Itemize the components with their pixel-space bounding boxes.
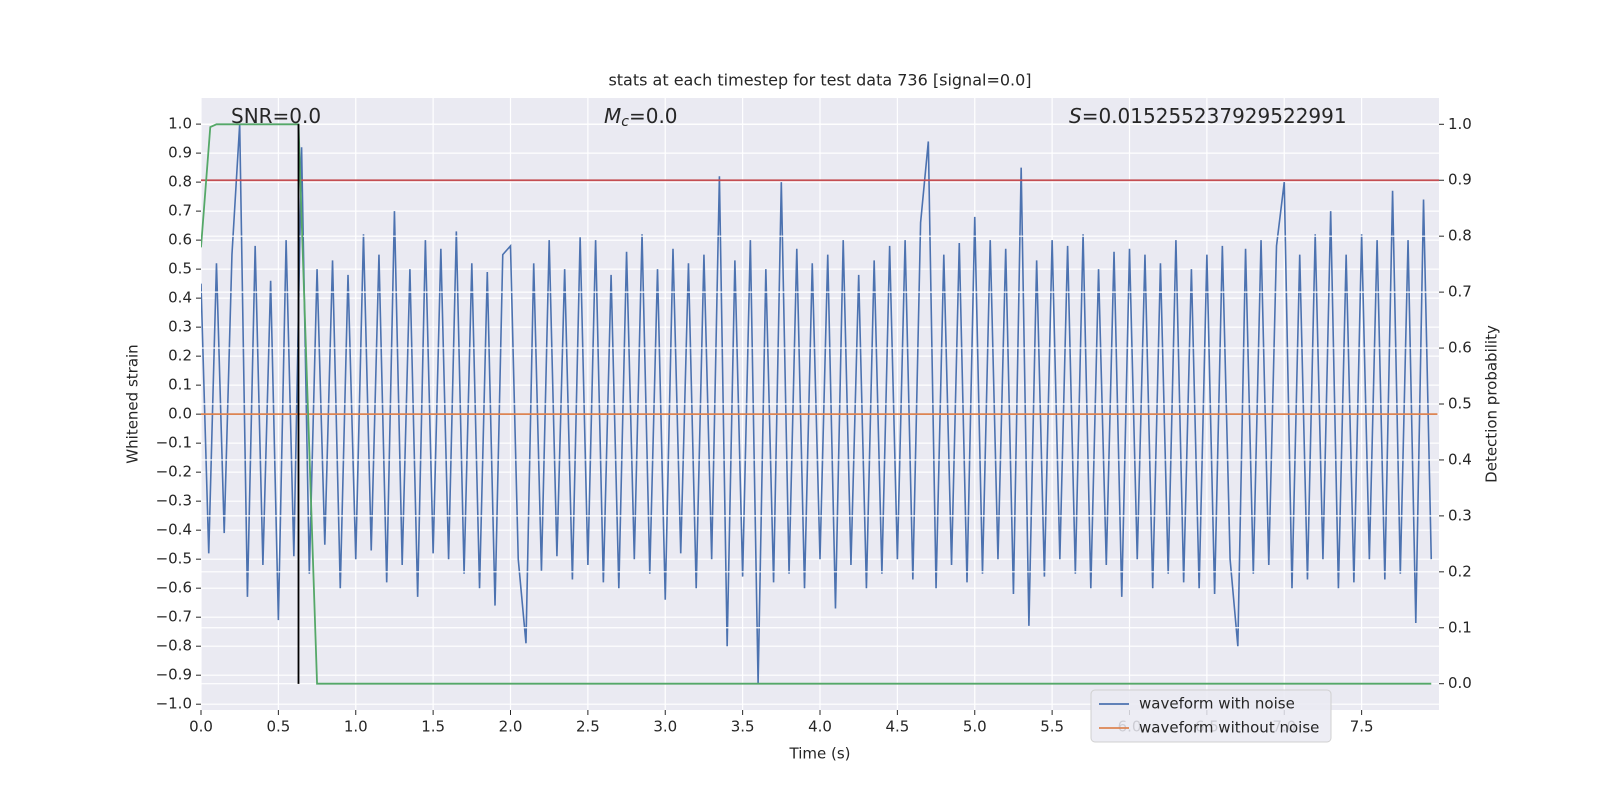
y-tick-label: −0.3 [156,492,192,510]
annotation: Mc=0.0 [604,104,678,131]
x-tick-label: 4.0 [808,718,832,736]
annotation-text: SNR=0.0 [231,104,321,128]
x-tick-label: 4.5 [885,718,909,736]
y2-axis-label: Detection probability [1483,325,1501,483]
x-tick-label: 1.0 [344,718,368,736]
annotation-italic: M [604,104,621,128]
y2-tick-label: 0.1 [1448,618,1472,636]
y2-tick-label: 0.2 [1448,562,1472,580]
x-tick-label: 2.5 [576,718,600,736]
y-tick-label: −0.9 [156,666,192,684]
y-tick-label: −0.6 [156,579,192,597]
y2-tick-label: 0.0 [1448,674,1472,692]
x-tick-label: 0.0 [189,718,213,736]
y2-tick-label: 1.0 [1448,115,1472,133]
annotation: SNR=0.0 [231,104,321,128]
y-tick-label: 0.3 [168,318,192,336]
x-axis-label: Time (s) [789,745,851,763]
y-tick-label: −0.5 [156,550,192,568]
y-tick-label: −0.1 [156,434,192,452]
x-tick-label: 5.5 [1040,718,1064,736]
y-tick-label: 0.8 [168,173,192,191]
y-tick-label: 0.2 [168,347,192,365]
x-tick-label: 7.5 [1350,718,1374,736]
y2-tick-label: 0.7 [1448,283,1472,301]
y-tick-label: −0.2 [156,463,192,481]
y2-tick-label: 0.3 [1448,506,1472,524]
y2-tick-label: 0.6 [1448,339,1472,357]
y-tick-label: −1.0 [156,695,192,713]
annotation: S=0.015255237929522991 [1069,104,1347,128]
x-tick-label: 3.0 [653,718,677,736]
y-tick-label: 0.5 [168,260,192,278]
y-tick-label: 0.7 [168,202,192,220]
y2-tick-label: 0.5 [1448,395,1472,413]
y-tick-label: −0.4 [156,521,192,539]
y-tick-label: 0.4 [168,289,192,307]
y2-tick-label: 0.4 [1448,450,1472,468]
y-tick-label: 0.6 [168,231,192,249]
x-tick-label: 3.5 [731,718,755,736]
y-tick-label: 0.1 [168,376,192,394]
series-line [201,123,1432,685]
annotation-sub: c [621,114,629,130]
x-tick-label: 1.5 [421,718,445,736]
series-line [201,124,1433,684]
x-tick-label: 2.0 [499,718,523,736]
y2-tick-label: 0.9 [1448,171,1472,189]
legend-box [1090,689,1332,743]
legend-label: waveform with noise [1139,695,1295,713]
y-tick-label: −0.8 [156,637,192,655]
y-tick-label: 1.0 [168,115,192,133]
x-tick-label: 5.0 [963,718,987,736]
chart-title: stats at each timestep for test data 736… [608,71,1031,90]
y-axis-label: Whitened strain [124,344,142,463]
y-tick-label: −0.7 [156,608,192,626]
y-tick-label: 0.0 [168,405,192,423]
y2-tick-label: 0.8 [1448,227,1472,245]
annotation-italic: S [1069,104,1082,128]
legend-label: waveform without noise [1139,719,1319,737]
y-tick-label: 0.9 [168,144,192,162]
annotation-text: =0.0 [629,104,678,128]
x-tick-label: 0.5 [266,718,290,736]
annotation-text: =0.015255237929522991 [1082,104,1347,128]
